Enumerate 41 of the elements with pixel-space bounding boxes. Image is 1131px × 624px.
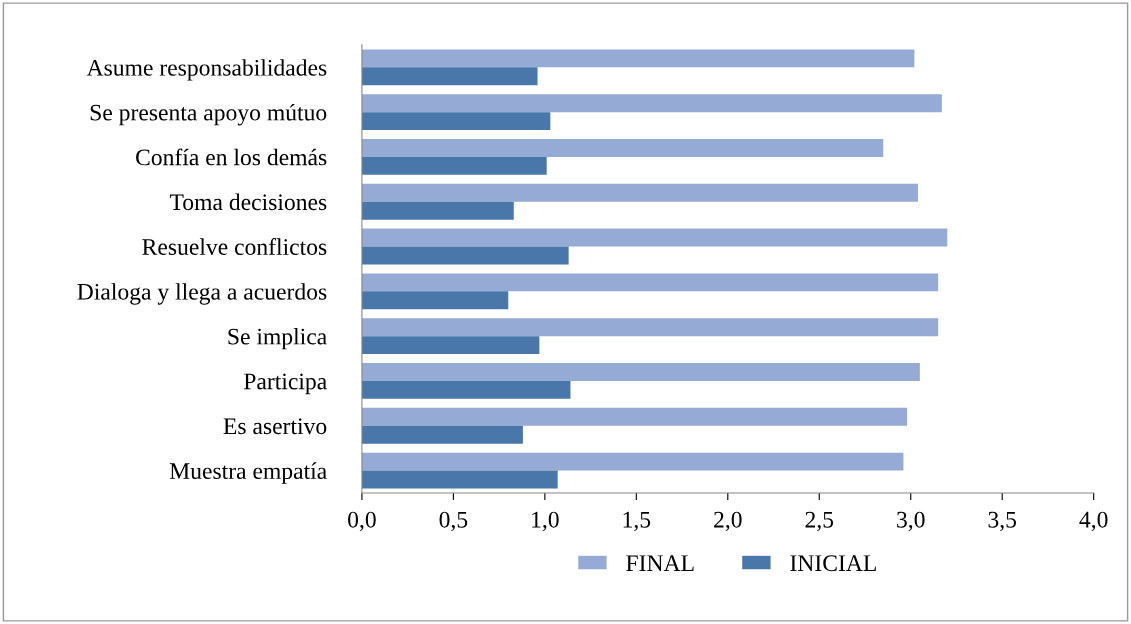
x-tick-label: 2,0: [714, 511, 742, 532]
y-tick-label: Muestra empatía: [169, 462, 327, 484]
bar: [361, 407, 908, 426]
bar: [361, 336, 540, 355]
bar: [361, 67, 538, 86]
bar: [361, 183, 919, 202]
bar: [361, 228, 948, 247]
bar: [361, 49, 915, 68]
legend-label: FINAL: [626, 555, 694, 571]
bar: [361, 246, 569, 265]
bar: [361, 425, 523, 444]
x-tick-label: 4,0: [1079, 511, 1108, 532]
bar: [361, 318, 939, 337]
y-tick-label: Se implica: [228, 327, 327, 350]
y-tick-label: Toma decisiones: [169, 193, 327, 211]
x-tick-label: 0,0: [348, 511, 376, 532]
bar: [361, 156, 547, 175]
bar: [361, 363, 920, 381]
bar: [361, 201, 514, 220]
y-tick-label: Resuelve conflictos: [142, 238, 327, 255]
y-tick-label: Participa: [243, 373, 327, 395]
y-tick-label: Confía en los demás: [136, 148, 327, 166]
x-tick-label: 1,0: [532, 511, 559, 532]
y-tick-label: Dialoga y llega a acuerdos: [77, 283, 327, 305]
bar: [361, 112, 551, 131]
x-tick-label: 3,0: [897, 511, 925, 532]
y-tick-label: Asume responsabilidades: [86, 59, 327, 81]
bar: [361, 291, 509, 310]
bar: [361, 452, 904, 471]
bar: [361, 139, 884, 157]
bar: [361, 380, 571, 399]
bar: [361, 273, 939, 292]
x-tick-label: 2,5: [805, 511, 834, 532]
x-tick-label: 1,5: [623, 511, 651, 532]
bar: [361, 470, 558, 489]
bar: [361, 94, 942, 113]
legend-label: INICIAL: [790, 555, 876, 572]
x-tick-label: 3,5: [988, 511, 1017, 532]
y-tick-label: Se presenta apoyo mútuo: [90, 103, 327, 126]
y-tick-label: Es asertivo: [223, 418, 327, 435]
x-tick-label: 0,5: [439, 511, 468, 532]
